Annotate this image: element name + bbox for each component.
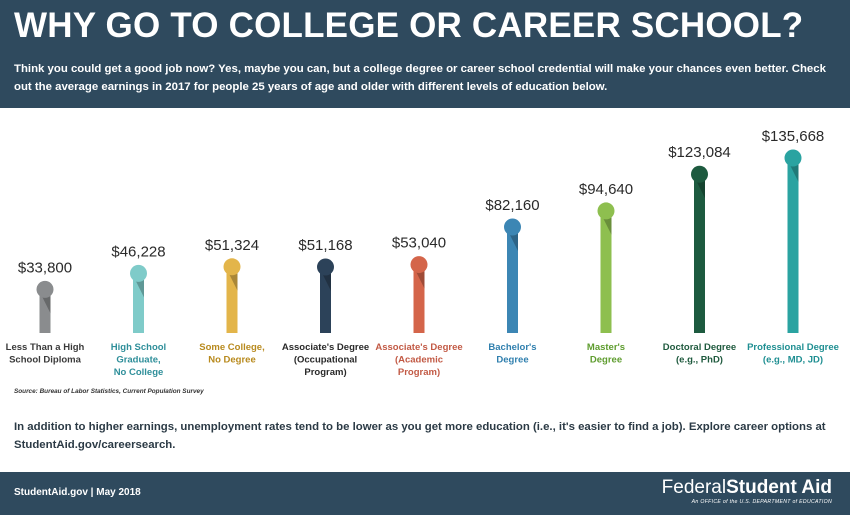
category-label-line: Doctoral Degree — [663, 342, 736, 353]
category-label-line: Professional Degree — [747, 342, 839, 353]
bar-dot — [597, 202, 615, 220]
lollipop-bar-3 — [223, 258, 241, 333]
intro-text: Think you could get a good job now? Yes,… — [14, 63, 826, 93]
bar-stick — [320, 266, 331, 333]
category-label: Doctoral Degree (e.g., PhD) — [663, 342, 736, 366]
value-label: $46,228 — [111, 243, 165, 260]
lollipop-bar-1 — [36, 280, 54, 333]
value-label: $94,640 — [579, 181, 633, 198]
bar-shadow — [695, 178, 705, 199]
logo-subtitle: An OFFICE of the U.S. DEPARTMENT of EDUC… — [691, 499, 832, 505]
category-label: Associate's Degree (Academic Program) — [375, 342, 462, 378]
category-label-line: (e.g., MD, JD) — [763, 355, 823, 366]
chart-canvas: $33,800 Less Than a High School Diploma $46… — [6, 128, 839, 378]
value-label: $135,668 — [762, 128, 825, 145]
footer-site-date: StudentAid.gov | May 2018 — [14, 487, 141, 498]
category-label: Associate's Degree (Occupational Program) — [282, 342, 369, 378]
bar-stick — [226, 266, 238, 333]
value-label: $82,160 — [485, 197, 539, 214]
bar-shadow — [227, 270, 238, 291]
bar-dot — [36, 280, 54, 298]
logo-wordmark: FederalStudent Aid — [662, 478, 832, 498]
category-label-line: Associate's Degree — [282, 342, 369, 353]
bar-shadow — [40, 293, 51, 314]
category-label-line: Bachelor's — [488, 342, 536, 353]
bar-stick — [133, 273, 144, 333]
category-label-line: Program) — [398, 367, 440, 378]
value-label: $51,324 — [205, 237, 259, 254]
earnings-chart: $33,800 Less Than a High School Diploma $46… — [0, 108, 850, 408]
bar-dot — [504, 218, 521, 236]
bar-stick — [600, 210, 612, 333]
header-banner: WHY GO TO COLLEGE OR CAREER SCHOOL? Thin… — [0, 0, 850, 108]
bar-shadow — [414, 268, 425, 289]
category-label-line: Graduate, — [116, 355, 160, 366]
bar-shadow — [601, 214, 612, 235]
category-label: Bachelor's Degree — [488, 342, 536, 366]
logo-word-federal: Federal — [661, 477, 727, 498]
category-label-line: No College — [114, 367, 164, 378]
lollipop-bar-6 — [504, 218, 521, 333]
category-label-line: Master's — [587, 342, 625, 353]
footnote-text: In addition to higher earnings, unemploy… — [14, 421, 826, 451]
category-label: Some College, No Degree — [199, 342, 264, 366]
bar-dot — [410, 256, 428, 274]
value-label: $51,168 — [298, 237, 352, 254]
value-label: $53,040 — [392, 235, 446, 252]
category-label-line: No Degree — [208, 355, 256, 366]
category-label: Master's Degree — [587, 342, 625, 366]
category-label-line: (Occupational — [294, 355, 357, 366]
bar-dot — [223, 258, 241, 276]
category-label: Less Than a High School Diploma — [6, 342, 85, 366]
logo-word-student-aid: Student Aid — [726, 477, 832, 498]
bar-stick — [694, 174, 705, 333]
bar-stick — [39, 289, 51, 333]
lollipop-bar-8 — [691, 165, 708, 333]
bar-shadow — [134, 277, 144, 298]
bar-shadow — [508, 231, 518, 252]
bar-stick — [787, 158, 799, 333]
category-label-line: Program) — [304, 367, 346, 378]
source-note: Source: Bureau of Labor Statistics, Curr… — [14, 388, 204, 395]
bar-dot — [691, 165, 708, 183]
lollipop-bar-4 — [317, 258, 334, 333]
lollipop-bar-9 — [784, 149, 802, 333]
bar-dot — [317, 258, 334, 276]
lollipop-bar-7 — [597, 202, 615, 333]
category-label-line: Associate's Degree — [375, 342, 462, 353]
bar-dot — [130, 264, 147, 282]
bar-stick — [507, 227, 518, 333]
bar-shadow — [321, 270, 331, 291]
bar-stick — [413, 264, 425, 333]
category-label-line: School Diploma — [9, 355, 82, 366]
bar-shadow — [788, 162, 799, 182]
category-label: High School Graduate, No College — [111, 342, 166, 378]
bar-dot — [784, 149, 802, 167]
page-title: WHY GO TO COLLEGE OR CAREER SCHOOL? — [14, 6, 804, 45]
category-label: Professional Degree (e.g., MD, JD) — [747, 342, 839, 366]
category-label-line: Less Than a High — [6, 342, 85, 353]
lollipop-bar-2 — [130, 264, 147, 333]
value-label: $33,800 — [18, 259, 72, 276]
category-label-line: (e.g., PhD) — [676, 355, 723, 366]
category-label-line: Degree — [590, 355, 622, 366]
federal-student-aid-logo: FederalStudent Aid An OFFICE of the U.S.… — [662, 478, 832, 506]
footer-bar: StudentAid.gov | May 2018 FederalStudent… — [0, 472, 850, 515]
value-label: $123,084 — [668, 144, 731, 161]
category-label-line: Some College, — [199, 342, 264, 353]
category-label-line: High School — [111, 342, 166, 353]
category-label-line: Degree — [496, 355, 528, 366]
lollipop-bar-5 — [410, 256, 428, 333]
category-label-line: (Academic — [395, 355, 443, 366]
